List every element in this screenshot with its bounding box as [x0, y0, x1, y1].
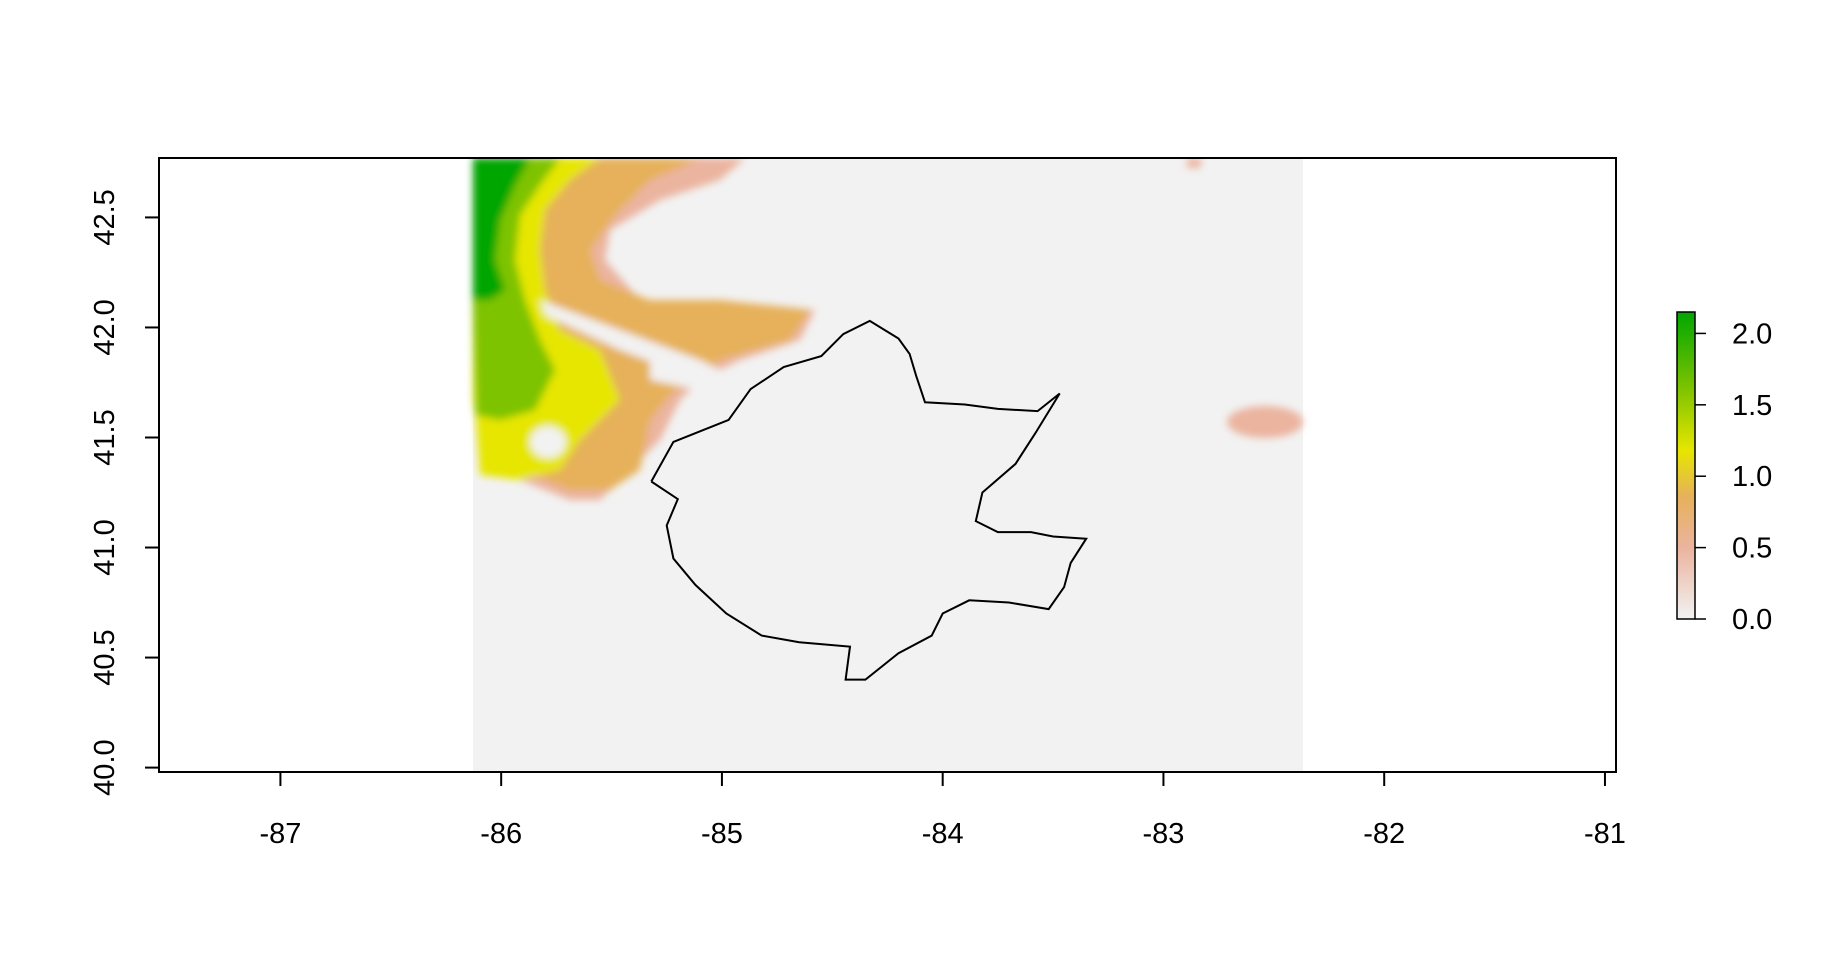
y-tick-label: 40.5 [89, 629, 121, 685]
x-tick-label: -87 [259, 818, 301, 850]
x-tick-label: -81 [1584, 818, 1626, 850]
y-tick-label: 42.0 [89, 299, 121, 355]
y-axis: 40.0 40.5 41.0 41.5 42.0 42.5 [89, 189, 160, 796]
legend-tick-label: 2.0 [1732, 318, 1772, 350]
y-tick-label: 41.5 [89, 409, 121, 465]
legend-color-ramp [1676, 311, 1696, 620]
legend-colorbar: 0.0 0.5 1.0 1.5 2.0 [1676, 311, 1772, 636]
x-tick-label: -83 [1142, 818, 1184, 850]
x-axis: -87 -86 -85 -84 -83 -82 -81 [259, 771, 1626, 850]
legend-tick-label: 0.5 [1732, 533, 1772, 565]
y-tick-label: 40.0 [89, 739, 121, 795]
x-tick-label: -85 [701, 818, 743, 850]
raster-value-patches [473, 158, 1303, 500]
y-tick-label: 41.0 [89, 519, 121, 575]
legend-tick-label: 0.0 [1732, 604, 1772, 636]
x-tick-label: -86 [480, 818, 522, 850]
legend-ticks: 0.0 0.5 1.0 1.5 2.0 [1695, 318, 1772, 636]
watershed-boundary [650, 319, 1088, 681]
legend-tick-label: 1.5 [1732, 390, 1772, 422]
x-tick-label: -82 [1363, 818, 1405, 850]
legend-tick-label: 1.0 [1732, 461, 1772, 493]
y-tick-label: 42.5 [89, 189, 121, 245]
x-tick-label: -84 [922, 818, 964, 850]
